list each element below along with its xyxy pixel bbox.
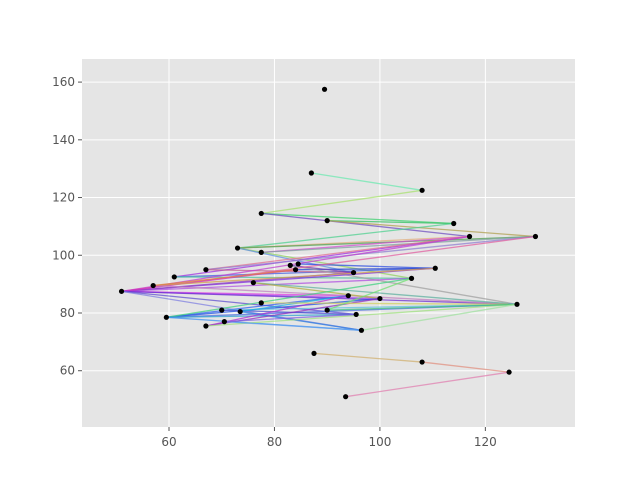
x-tick-label: 120 [474,435,497,449]
data-point-18 [250,280,256,286]
connection-line-36 [153,269,296,287]
data-point-33 [311,350,317,356]
y-tick-label: 100 [52,248,75,262]
data-point-31 [203,323,209,329]
axis-ticks: 60 80 100 120 60 80 100 120 140 160 [52,75,497,449]
data-point-34 [419,359,425,365]
data-point-3 [258,210,264,217]
data-point-35 [506,369,512,375]
data-point-22 [377,295,383,302]
data-point-16 [432,265,438,271]
data-point-0 [321,86,328,92]
connection-line-34 [153,267,436,287]
data-point-1 [308,170,314,176]
connection-line-9 [237,247,412,279]
connection-line-39 [166,295,349,318]
data-point-32 [358,327,365,333]
connection-line-17 [205,235,536,271]
data-point-10 [171,274,177,280]
data-point-36 [343,394,349,400]
data-point-8 [234,245,241,251]
data-point-7 [532,233,539,240]
connection-line-4 [327,219,454,225]
connection-line-6 [237,222,454,249]
connection-line-53 [224,313,357,323]
connection-line-60 [345,371,510,398]
connection-line-0 [311,172,423,191]
connection-lines [121,172,536,398]
data-point-9 [258,249,264,255]
data-point-2 [419,187,425,193]
x-tick-label: 100 [368,435,391,449]
connection-line-54 [261,302,518,305]
y-tick-label: 80 [60,306,75,320]
data-point-26 [237,308,243,315]
data-point-20 [118,288,125,294]
connection-line-5 [327,219,536,238]
connection-line-22 [290,264,354,274]
y-tick-label: 120 [52,191,75,205]
data-point-13 [295,261,301,267]
y-tick-label: 160 [52,75,75,89]
data-point-5 [451,220,457,227]
x-tick-label: 60 [161,435,176,449]
connection-line-37 [253,282,518,305]
data-point-15 [350,269,357,276]
connection-line-43 [166,313,357,318]
data-point-24 [258,300,264,306]
connection-line-21 [290,264,518,305]
connection-line-40 [166,297,380,318]
connection-line-58 [313,352,423,363]
connection-line-3 [261,212,470,238]
data-point-29 [163,314,169,320]
connection-line-38 [253,282,380,300]
connection-line-20 [295,267,436,271]
x-tick-label: 80 [267,435,282,449]
connection-line-32 [121,290,357,316]
connection-line-35 [153,284,518,305]
connection-line-16 [205,235,470,271]
data-point-17 [408,275,415,281]
data-point-25 [219,307,225,313]
data-point-14 [292,267,299,273]
data-point-30 [221,319,227,325]
data-point-12 [287,262,293,268]
connection-line-59 [422,361,510,373]
data-point-4 [324,218,330,224]
data-point-6 [466,233,473,240]
connection-line-1 [261,189,423,215]
connection-line-31 [121,290,518,305]
y-tick-label: 140 [52,133,75,147]
data-points [118,86,539,400]
connection-line-14 [174,267,436,278]
data-point-21 [345,293,351,299]
data-point-19 [150,282,156,289]
connection-line-2 [261,212,454,225]
connection-line-55 [327,303,518,311]
data-point-23 [514,301,520,307]
data-point-28 [353,311,359,318]
connection-line-51 [205,303,518,327]
connection-line-12 [261,235,536,254]
data-point-27 [324,307,330,313]
connection-line-52 [224,321,362,331]
connection-line-56 [326,277,412,311]
y-tick-label: 60 [60,364,75,378]
data-point-11 [203,267,209,273]
connection-line-42 [166,277,412,318]
connection-line-57 [361,303,518,331]
